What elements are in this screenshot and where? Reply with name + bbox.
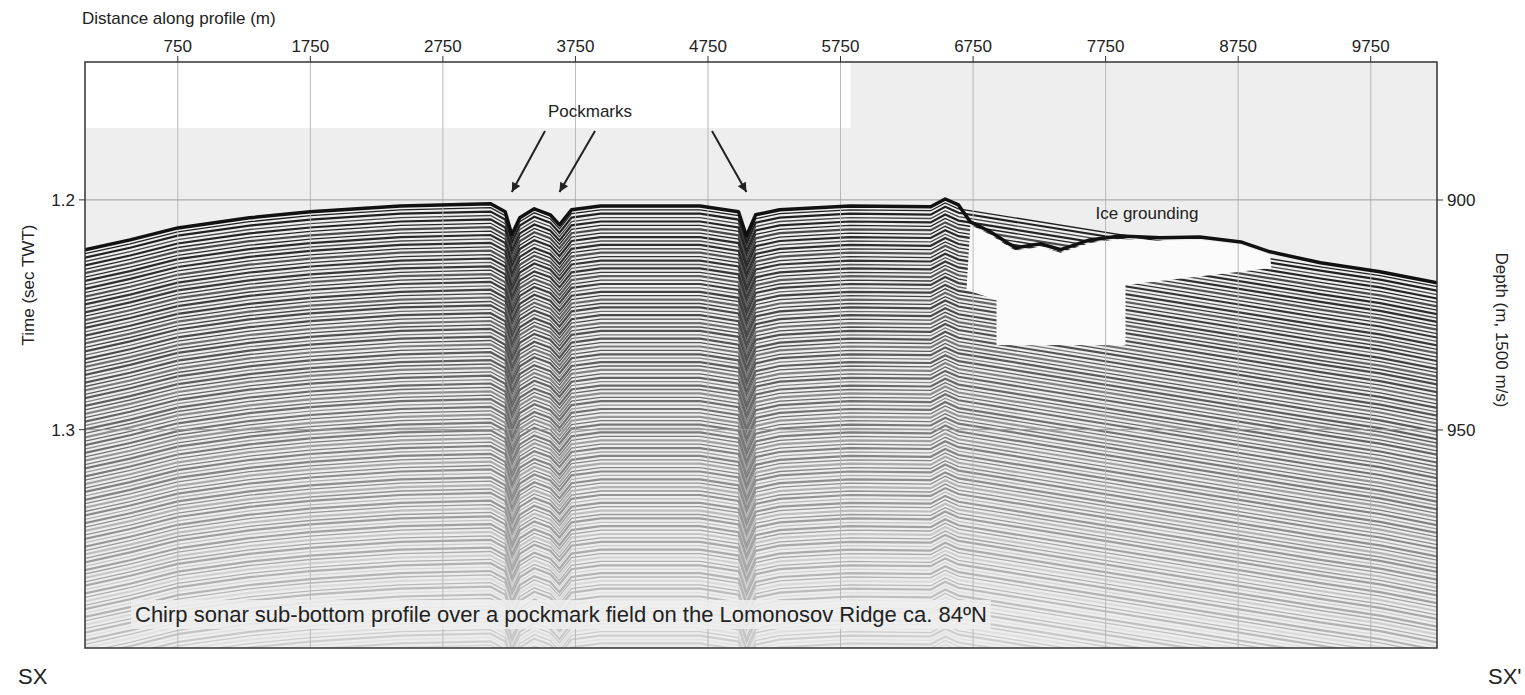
x-axis-title: Distance along profile (m) — [82, 9, 276, 28]
x-grid-line — [310, 62, 311, 648]
x-tick-label: 6750 — [954, 37, 992, 56]
reflector — [85, 562, 1437, 646]
x-tick — [973, 56, 974, 62]
y-tick-label: 1.3 — [51, 421, 75, 440]
x-tick-label: 5750 — [822, 37, 860, 56]
x-tick-label: 9750 — [1352, 37, 1390, 56]
x-tick — [1370, 56, 1371, 62]
x-grid-line — [575, 62, 576, 648]
x-grid-line — [1105, 62, 1106, 648]
x-tick — [1105, 56, 1106, 62]
x-tick — [1238, 56, 1239, 62]
profile-end: SX' — [1488, 664, 1522, 689]
data-gap — [85, 62, 851, 128]
reflector — [85, 558, 1437, 642]
ice-grounding-zone — [967, 225, 1272, 345]
y-grid-line — [85, 429, 1437, 430]
x-tick — [310, 56, 311, 62]
x-tick-label: 750 — [164, 37, 192, 56]
data — [85, 199, 1437, 283]
x-tick-label: 3750 — [557, 37, 595, 56]
y-axis-title: Time (sec TWT) — [19, 225, 38, 346]
caption: Chirp sonar sub-bottom profile over a po… — [135, 602, 987, 627]
reflector — [85, 629, 1437, 648]
reflector — [85, 601, 1437, 648]
x-tick — [442, 56, 443, 62]
reflector — [85, 578, 1437, 648]
x-grid-line — [1370, 62, 1371, 648]
x-tick-label: 8750 — [1219, 37, 1257, 56]
pockmark-arrow — [512, 131, 545, 192]
reflector — [85, 633, 1437, 648]
reflector — [85, 637, 1437, 649]
x-tick — [840, 56, 841, 62]
y2-tick-label: 950 — [1447, 421, 1475, 440]
x-tick — [575, 56, 576, 62]
axes: 750 1750 2750 3750 4750 5750 6750 7750 8750 9750 1… — [51, 37, 1475, 440]
x-tick-label: 2750 — [424, 37, 462, 56]
profile-image — [85, 62, 1437, 648]
x-grid-line — [840, 62, 841, 648]
grid — [85, 62, 1437, 648]
x-grid-line — [442, 62, 443, 648]
x-tick-label: 7750 — [1087, 37, 1125, 56]
reflector — [85, 582, 1437, 648]
ice-grounding-label: Ice grounding — [1095, 204, 1198, 223]
y-tick — [79, 429, 85, 430]
pockmark-arrow — [712, 131, 746, 192]
caption-patch — [131, 600, 991, 629]
x-grid-line — [707, 62, 708, 648]
y2-axis-title: Depth (m, 1500 m/s) — [1492, 253, 1511, 408]
x-grid-line — [973, 62, 974, 648]
figure: 750 1750 2750 3750 4750 5750 6750 7750 8750 9750 1… — [0, 0, 1525, 695]
profile-start: SX — [18, 664, 48, 689]
x-tick — [177, 56, 178, 62]
y-grid-line — [85, 199, 1437, 200]
annotations: Pockmarks Ice grounding — [512, 102, 1199, 223]
reflectors — [85, 203, 1437, 648]
y2-tick — [1437, 199, 1443, 200]
y-tick — [79, 199, 85, 200]
x-tick-label: 1750 — [291, 37, 329, 56]
x-grid-line — [1238, 62, 1239, 648]
x-tick — [707, 56, 708, 62]
y2-tick-label: 900 — [1447, 191, 1475, 210]
seafloor — [85, 199, 1437, 283]
x-grid-line — [177, 62, 178, 648]
reflector — [85, 640, 1437, 648]
pockmark-arrow — [560, 131, 595, 192]
y-tick-label: 1.2 — [51, 191, 75, 210]
pockmarks-label: Pockmarks — [548, 102, 632, 121]
plot-frame — [85, 62, 1437, 648]
x-tick-label: 4750 — [689, 37, 727, 56]
y2-tick — [1437, 429, 1443, 430]
